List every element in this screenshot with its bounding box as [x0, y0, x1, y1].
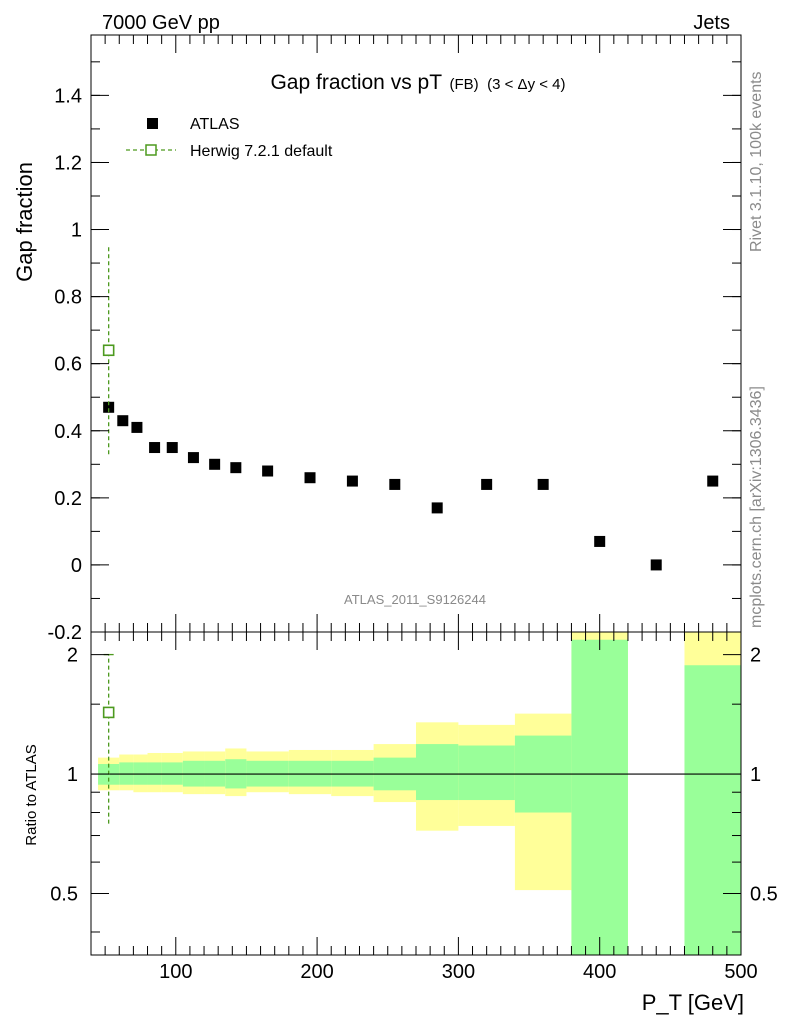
atlas-data-point: [103, 401, 115, 413]
chart-title-sub: (FB): [450, 76, 479, 93]
header-left: 7000 GeV pp: [102, 12, 220, 34]
header-right: Jets: [693, 12, 730, 34]
ratio-y-tick-label: 2: [67, 645, 78, 667]
main-panel-frame: [90, 34, 742, 633]
legend-herwig-marker: [145, 144, 157, 156]
atlas-data-point: [346, 475, 358, 487]
ratio-y-tick-label-right: 1: [750, 764, 761, 786]
atlas-data-point: [389, 478, 401, 490]
main-y-tick-label: 1: [71, 220, 82, 242]
rivet-version-label: Rivet 3.1.10, 100k events: [748, 71, 765, 252]
main-y-tick-label: 0.8: [54, 287, 82, 309]
atlas-data-point: [149, 442, 161, 454]
atlas-data-point: [131, 421, 143, 433]
atlas-data-point: [262, 465, 274, 477]
main-y-tick-label: 0: [71, 555, 82, 577]
atlas-data-point: [537, 478, 549, 490]
mcplots-reference-label: mcplots.cern.ch [arXiv:1306.3436]: [748, 386, 765, 628]
x-axis-label: P_T [GeV]: [642, 990, 744, 1015]
main-panel: -0.2 0 0.2 0.4 0.6 0.8 1 1.2 1.4 Gap fraction Ga…: [12, 34, 742, 644]
ratio-y-axis-label: Ratio to ATLAS: [23, 744, 40, 845]
main-y-tick-label: 0.6: [54, 354, 82, 376]
main-y-tick-label: -0.2: [48, 622, 82, 644]
ratio-panel: 0.5 0.5 1 1 2 2 100 200 300 400 500 Ratio to ATLA…: [23, 631, 778, 1015]
atlas-data-point: [166, 442, 178, 454]
chart-title-main: Gap fraction vs pT: [270, 71, 442, 94]
main-y-axis-label: Gap fraction: [12, 162, 37, 282]
herwig-ratio-point: [102, 706, 115, 719]
atlas-data-point: [431, 502, 443, 514]
ratio-y-tick-label-right: 0.5: [750, 884, 778, 906]
legend-herwig-label: Herwig 7.2.1 default: [190, 143, 333, 160]
uncertainty-band-inner: [416, 744, 459, 801]
x-tick-label: 100: [159, 961, 192, 983]
uncertainty-band-inner: [571, 639, 628, 955]
uncertainty-band-inner: [458, 745, 515, 801]
main-y-tick-label: 1.4: [54, 85, 82, 107]
chart-title-cond: (3 < Δy < 4): [487, 76, 565, 93]
main-y-tick-label: 0.2: [54, 488, 82, 510]
main-y-tick-label: 0.4: [54, 421, 82, 443]
x-tick-label: 300: [442, 961, 475, 983]
chart-title: Gap fraction vs pT (FB) (3 < Δy < 4): [270, 71, 565, 94]
atlas-data-point: [209, 458, 221, 470]
uncertainty-band-inner: [684, 665, 741, 955]
main-y-tick-label: 1.2: [54, 152, 82, 174]
legend-atlas-label: ATLAS: [190, 116, 240, 133]
atlas-data-point: [594, 535, 606, 547]
atlas-data-point: [117, 415, 129, 427]
analysis-watermark: ATLAS_2011_S9126244: [344, 592, 486, 607]
atlas-data-point: [304, 472, 316, 484]
atlas-data-point: [230, 462, 242, 474]
atlas-data-point: [707, 475, 719, 487]
atlas-data-point: [650, 559, 662, 571]
atlas-data-point: [481, 478, 493, 490]
ratio-y-tick-label-right: 2: [750, 645, 761, 667]
atlas-data-point: [187, 452, 199, 464]
ratio-y-tick-label: 1: [67, 764, 78, 786]
x-tick-label: 500: [724, 961, 757, 983]
x-tick-label: 200: [300, 961, 333, 983]
herwig-data-point: [102, 344, 115, 357]
legend-atlas-marker: [147, 118, 158, 129]
ratio-y-tick-label: 0.5: [50, 884, 78, 906]
x-tick-label: 400: [583, 961, 616, 983]
legend: ATLAS Herwig 7.2.1 default: [126, 116, 333, 160]
